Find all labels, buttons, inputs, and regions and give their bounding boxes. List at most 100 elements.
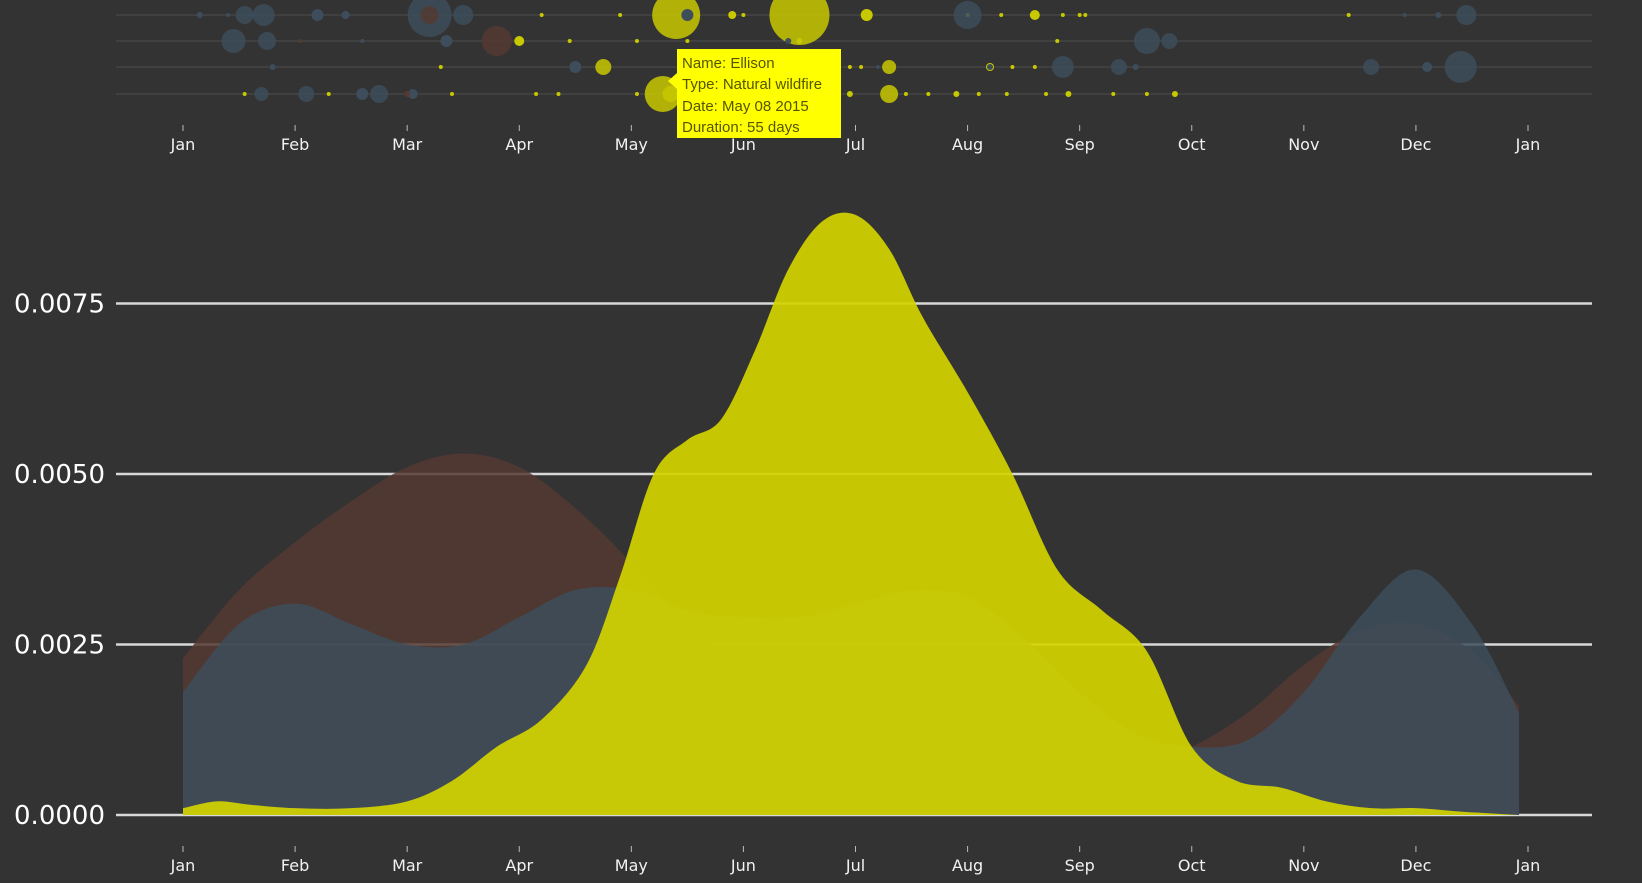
fire-dot[interactable]	[225, 13, 230, 17]
fire-dot[interactable]	[481, 26, 512, 56]
fire-dot[interactable]	[1363, 59, 1380, 75]
fire-dot[interactable]	[652, 0, 701, 39]
fire-dot[interactable]	[258, 32, 277, 50]
fire-dot[interactable]	[298, 86, 315, 102]
fire-dot[interactable]	[534, 92, 539, 96]
month-tick-label: May	[615, 856, 648, 875]
fire-dot[interactable]	[370, 85, 389, 103]
fire-dot[interactable]	[1144, 92, 1149, 96]
fire-dot[interactable]	[221, 29, 246, 53]
fire-dot[interactable]	[567, 39, 572, 43]
fire-dot[interactable]	[860, 9, 873, 21]
fire-dot[interactable]	[634, 39, 639, 43]
fire-dot[interactable]	[880, 85, 899, 103]
month-tick-label: Feb	[281, 856, 309, 875]
fire-dot[interactable]	[450, 92, 454, 96]
fire-dot[interactable]	[976, 92, 981, 96]
fire-dot[interactable]	[785, 38, 792, 44]
fire-dot[interactable]	[407, 89, 418, 99]
fire-dot[interactable]	[595, 59, 612, 75]
fire-dot[interactable]	[987, 64, 993, 70]
fire-dot[interactable]	[681, 9, 694, 21]
fire-dot[interactable]	[1161, 33, 1178, 49]
fire-dot[interactable]	[634, 92, 639, 96]
tooltip-type: Type: Natural wildfire	[682, 76, 823, 94]
fire-dot[interactable]	[1077, 13, 1082, 17]
fire-dot[interactable]	[453, 5, 474, 25]
fire-dot[interactable]	[269, 64, 276, 70]
fire-dot[interactable]	[875, 65, 880, 69]
fire-dot[interactable]	[1402, 13, 1407, 17]
fire-dot[interactable]	[953, 1, 982, 29]
fire-dot[interactable]	[796, 38, 803, 44]
fire-dot[interactable]	[1133, 28, 1160, 54]
fire-dot[interactable]	[1111, 92, 1116, 96]
fire-dot[interactable]	[514, 36, 525, 46]
fire-dot[interactable]	[1010, 65, 1015, 69]
fire-dot[interactable]	[741, 13, 746, 17]
fire-dot[interactable]	[311, 9, 324, 21]
fire-dot[interactable]	[859, 65, 864, 69]
fire-dot[interactable]	[1435, 12, 1442, 18]
month-tick-label: Dec	[1400, 856, 1431, 875]
month-tick-label: Jun	[730, 856, 756, 875]
fire-dot[interactable]	[1060, 13, 1065, 17]
fire-dot[interactable]	[618, 13, 623, 17]
tooltip-date: Date: May 08 2015	[682, 97, 809, 115]
month-tick-label: Mar	[392, 135, 423, 154]
fire-dot[interactable]	[1029, 10, 1040, 20]
fire-dot[interactable]	[769, 0, 830, 45]
month-tick-label: Jul	[845, 856, 865, 875]
y-tick-label: 0.0025	[14, 631, 105, 661]
fire-dot[interactable]	[404, 91, 411, 97]
fire-dot[interactable]	[1132, 64, 1139, 70]
fire-dot[interactable]	[254, 87, 269, 101]
fire-dot[interactable]	[1044, 92, 1049, 96]
fire-dot[interactable]	[1055, 39, 1060, 43]
density-y-axis: 0.0000 0.0025 0.0050 0.0075	[14, 290, 105, 832]
fire-dot[interactable]	[1110, 59, 1127, 75]
month-tick-label: Aug	[952, 856, 983, 875]
fire-dot[interactable]	[356, 88, 369, 100]
fire-dot[interactable]	[882, 60, 897, 74]
fire-dot[interactable]	[341, 11, 350, 19]
fire-dot[interactable]	[953, 91, 960, 97]
fire-dot[interactable]	[235, 6, 254, 24]
tooltip-name: Name: Ellison	[682, 55, 775, 72]
fire-dot[interactable]	[569, 61, 582, 73]
fire-dot[interactable]	[420, 6, 439, 24]
fire-dot[interactable]	[1004, 92, 1009, 96]
fire-dot[interactable]	[926, 92, 931, 96]
fire-dot[interactable]	[1065, 91, 1072, 97]
fire-dot[interactable]	[1051, 56, 1074, 78]
fire-dot[interactable]	[556, 92, 561, 96]
fire-dot[interactable]	[846, 91, 853, 97]
fire-dot[interactable]	[438, 65, 443, 69]
fire-dot[interactable]	[298, 39, 303, 43]
fire-dot[interactable]	[999, 13, 1004, 17]
fire-dot[interactable]	[242, 92, 247, 96]
fire-dot[interactable]	[326, 92, 331, 96]
fire-dot[interactable]	[1171, 91, 1178, 97]
fire-dot[interactable]	[1444, 51, 1477, 83]
fire-dot[interactable]	[1032, 65, 1037, 69]
density-month-axis: Jan Feb Mar Apr May Jun Jul Aug Sep Oct Nov Dec Jan	[170, 846, 1541, 875]
fire-dot[interactable]	[662, 86, 679, 102]
fire-dot[interactable]	[1422, 62, 1433, 72]
fire-dot[interactable]	[1083, 13, 1088, 17]
fire-dot[interactable]	[440, 35, 453, 47]
fire-dot[interactable]	[1456, 5, 1477, 25]
month-tick-label: Jan	[1515, 856, 1541, 875]
fire-dot[interactable]	[196, 12, 203, 18]
fire-dot[interactable]	[1346, 13, 1351, 17]
fire-dot[interactable]	[685, 39, 690, 43]
fire-dot[interactable]	[360, 39, 365, 43]
fire-dot[interactable]	[903, 92, 908, 96]
fire-dot[interactable]	[539, 13, 544, 17]
month-tick-label: Apr	[505, 856, 533, 875]
fire-dot[interactable]	[252, 4, 275, 26]
fire-dot[interactable]	[728, 11, 737, 19]
fire-dot[interactable]	[847, 65, 852, 69]
month-tick-label: Nov	[1288, 856, 1319, 875]
